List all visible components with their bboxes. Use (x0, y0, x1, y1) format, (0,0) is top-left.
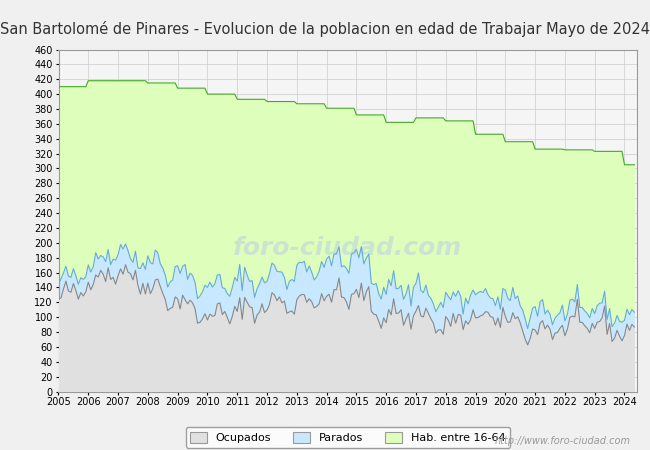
Text: foro-ciudad.com: foro-ciudad.com (233, 236, 462, 260)
Text: http://www.foro-ciudad.com: http://www.foro-ciudad.com (495, 436, 630, 446)
Legend: Ocupados, Parados, Hab. entre 16-64: Ocupados, Parados, Hab. entre 16-64 (185, 427, 510, 447)
Text: San Bartolomé de Pinares - Evolucion de la poblacion en edad de Trabajar Mayo de: San Bartolomé de Pinares - Evolucion de … (0, 21, 650, 37)
